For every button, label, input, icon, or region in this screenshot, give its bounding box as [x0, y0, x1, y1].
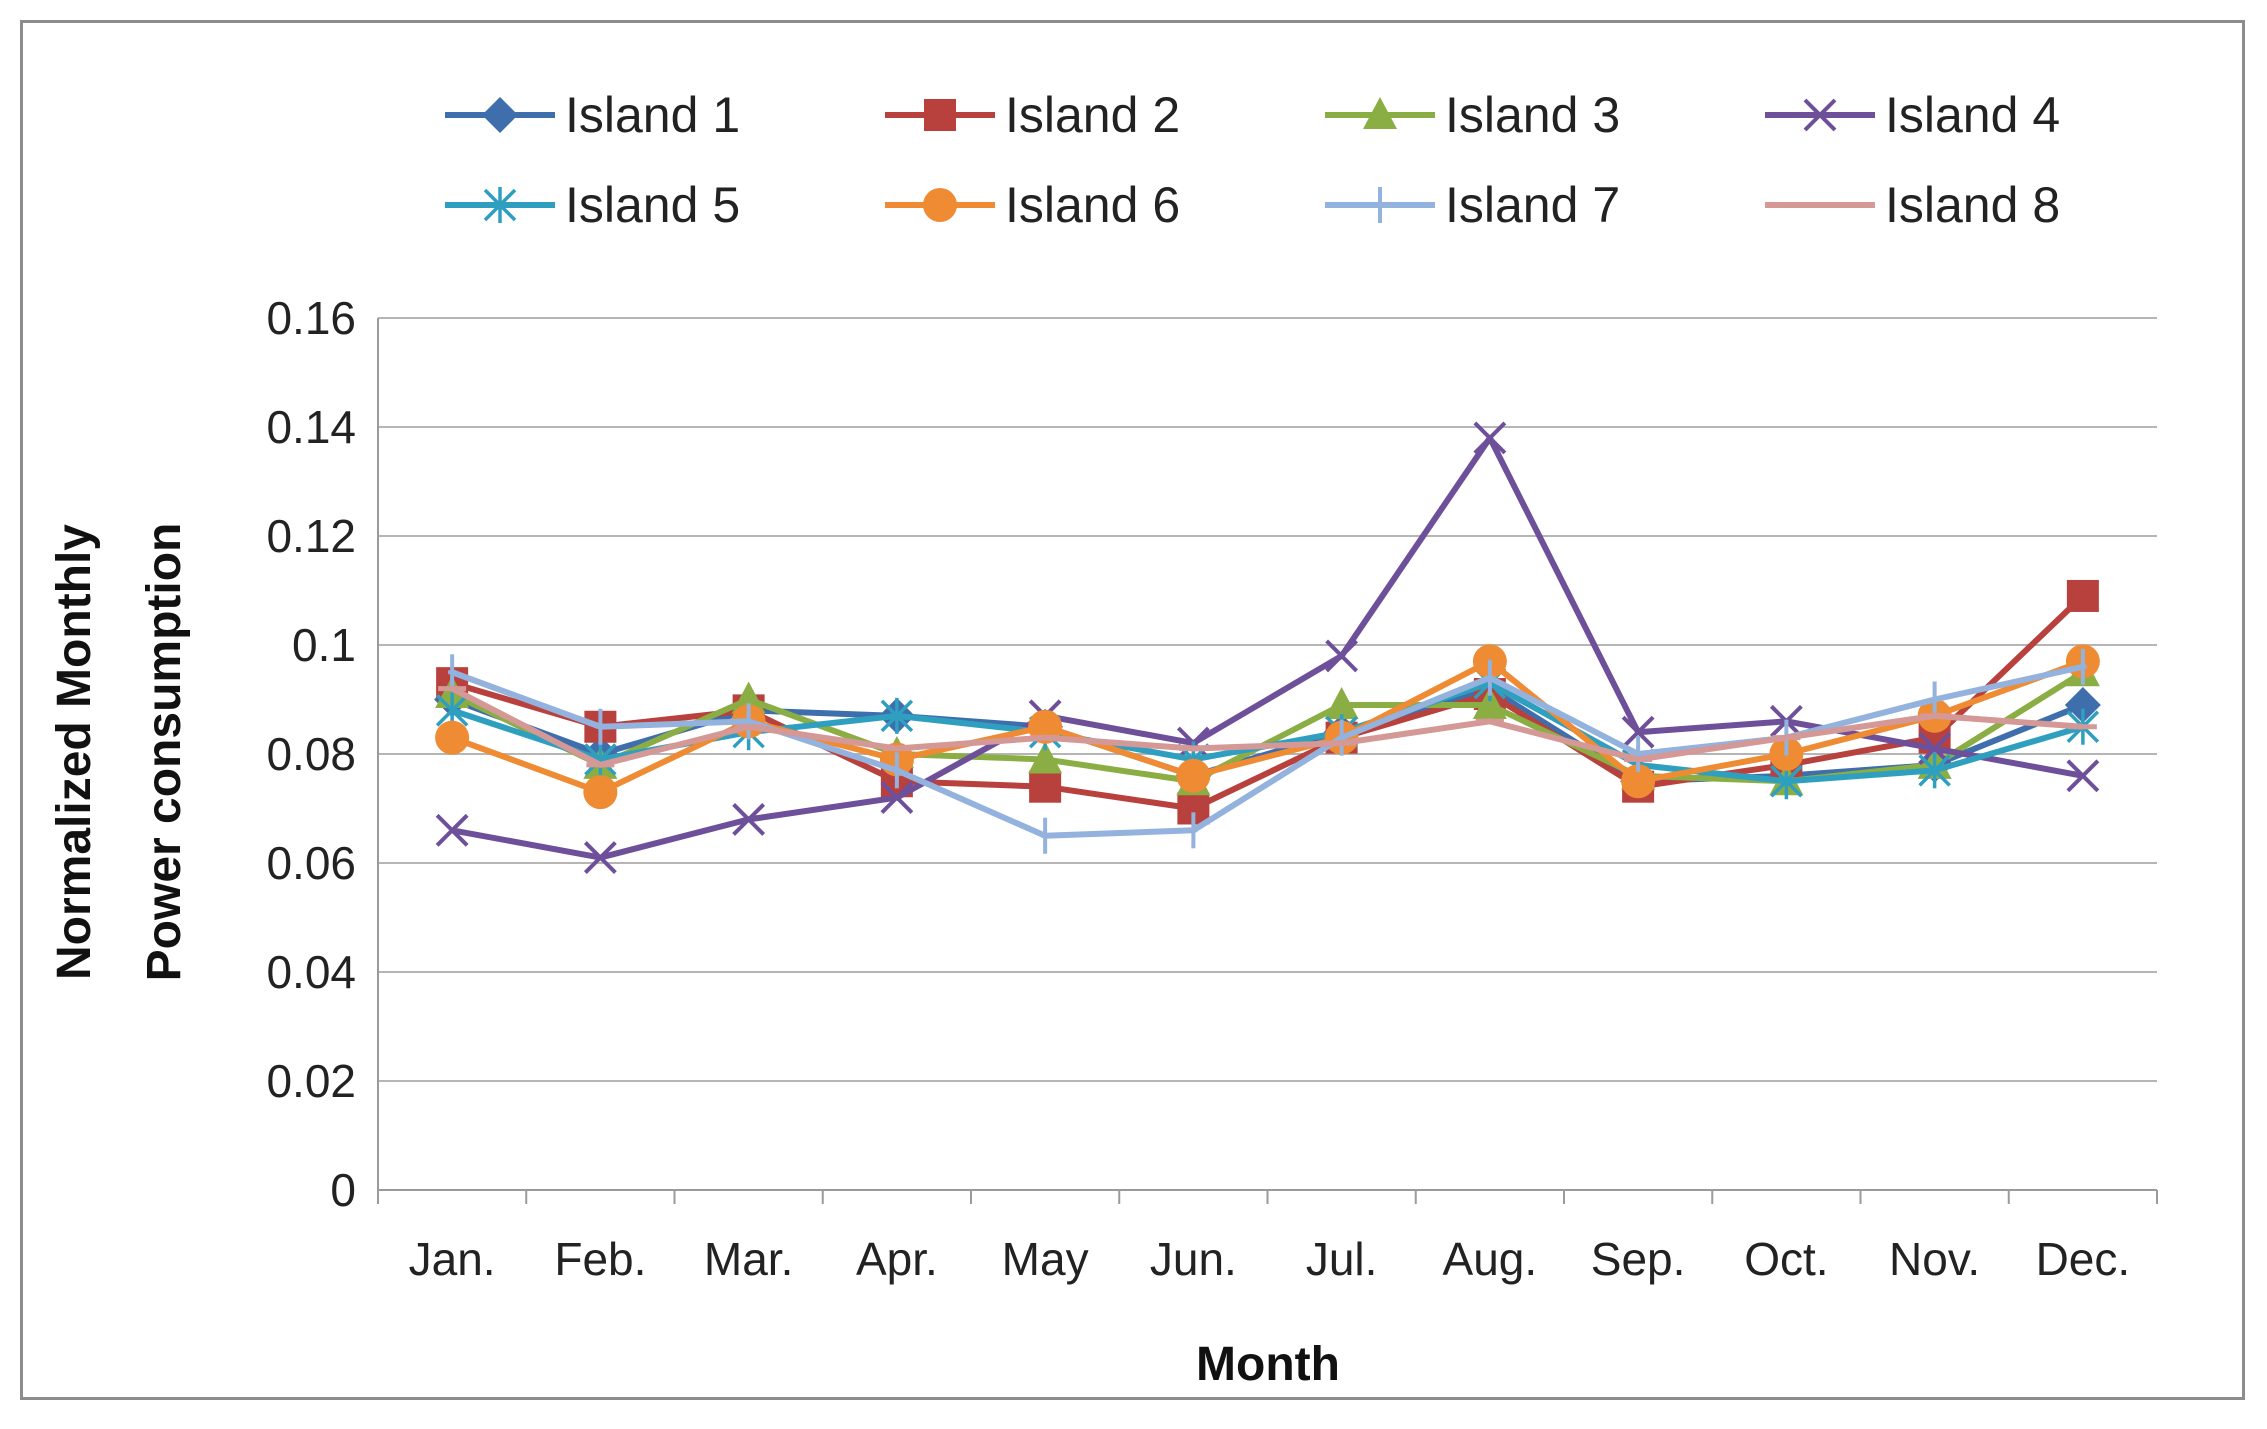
data-point [584, 741, 617, 778]
legend-label: Island 4 [1885, 87, 2060, 143]
legend-label: Island 6 [1005, 177, 1180, 233]
x-tick-label: Mar. [704, 1233, 793, 1285]
data-point [2064, 686, 2101, 723]
data-point [1473, 421, 1507, 455]
series-line-8 [450, 685, 2084, 768]
legend-label: Island 1 [565, 87, 740, 143]
x-tick-label: Jan. [409, 1233, 496, 1285]
data-point [744, 703, 753, 740]
y-tick-label: 0.06 [266, 837, 356, 889]
data-point [1324, 686, 1359, 719]
legend-label: Island 5 [565, 177, 740, 233]
data-point [596, 708, 605, 745]
y-tick-label: 0.1 [292, 619, 356, 671]
legend-label: Island 3 [1445, 87, 1620, 143]
data-point [1028, 741, 1063, 774]
data-point [1634, 736, 1643, 772]
x-axis-title: Month [1196, 1338, 1340, 1391]
series-4 [435, 421, 2100, 874]
x-tick-label: Dec. [2036, 1233, 2131, 1285]
y-tick-label: 0 [330, 1164, 356, 1216]
series-layer [434, 421, 2101, 874]
data-point [2066, 759, 2100, 793]
data-point [2066, 579, 2099, 612]
legend-item-3: Island 3 [1325, 87, 1620, 143]
data-point [1176, 758, 1211, 793]
data-point [1930, 681, 1939, 718]
x-tick-label: Feb. [554, 1233, 646, 1285]
y-tick-label: 0.08 [266, 728, 356, 780]
legend-item-2: Island 2 [885, 87, 1180, 143]
data-point [435, 720, 470, 755]
data-point [731, 681, 766, 714]
data-point [1621, 764, 1656, 799]
x-tick-label: Apr. [856, 1233, 938, 1285]
legend-label: Island 7 [1445, 177, 1620, 233]
chart-frame [20, 20, 2245, 1400]
legend-item-7: Island 7 [1325, 177, 1620, 233]
data-point [1918, 752, 1951, 789]
legend-marker [924, 99, 956, 131]
y-axis-title-line-2: Power consumption [138, 523, 191, 982]
legend-label: Island 8 [1885, 177, 2060, 233]
data-point [1189, 812, 1198, 849]
data-point [880, 781, 914, 815]
y-tick-label: 0.04 [266, 946, 356, 998]
legend-marker [482, 97, 518, 133]
legend-item-6: Island 6 [885, 177, 1180, 233]
legend-item-4: Island 4 [1765, 87, 2060, 143]
data-point [435, 813, 469, 847]
y-tick-label: 0.12 [266, 510, 356, 562]
x-tick-label: Jul. [1306, 1233, 1378, 1285]
data-point [1041, 817, 1050, 854]
legend-marker [923, 188, 957, 222]
data-point [1325, 639, 1359, 673]
data-point [1029, 770, 1062, 803]
data-point [880, 697, 914, 734]
data-point [583, 841, 617, 874]
data-point [732, 802, 766, 836]
x-tick-label: Nov. [1889, 1233, 1980, 1285]
legend: Island 1 Island 2 Island 3 Island 4 Island 5… [445, 87, 2060, 233]
legend-label: Island 2 [1005, 87, 1180, 143]
legend-marker [1803, 98, 1837, 132]
legend-marker [1363, 97, 1397, 129]
y-tick-label: 0.16 [266, 292, 356, 344]
data-point [2078, 648, 2087, 685]
x-tick-label: Aug. [1443, 1233, 1538, 1285]
axis-layer: 0 0.02 0.04 0.06 0.08 0.1 0.12 0.14 0.16 Jan. Feb.… [266, 292, 2158, 1285]
legend-marker [1376, 187, 1384, 223]
legend-item-5: Island 5 [445, 177, 740, 233]
x-tick-label: May [1002, 1233, 1089, 1285]
data-point [583, 775, 618, 810]
legend-item-1: Island 1 [445, 87, 740, 143]
x-tick-label: Jun. [1150, 1233, 1237, 1285]
legend-item-8: Island 8 [1765, 177, 2060, 233]
y-tick-label: 0.14 [266, 401, 356, 453]
data-point [1485, 659, 1494, 696]
legend-marker [483, 187, 517, 223]
series-8 [438, 685, 2097, 768]
data-point [892, 752, 901, 789]
series-line-4 [451, 434, 2084, 861]
data-point [1472, 686, 1507, 719]
data-point [1337, 719, 1346, 756]
y-axis-title-line-1: Normalized Monthly [48, 524, 101, 980]
y-tick-label: 0.02 [266, 1055, 356, 1107]
data-point [448, 654, 457, 691]
x-tick-label: Oct. [1744, 1233, 1828, 1285]
grid-layer [378, 317, 2157, 1082]
x-tick-label: Sep. [1591, 1233, 1686, 1285]
data-point [1621, 715, 1655, 749]
